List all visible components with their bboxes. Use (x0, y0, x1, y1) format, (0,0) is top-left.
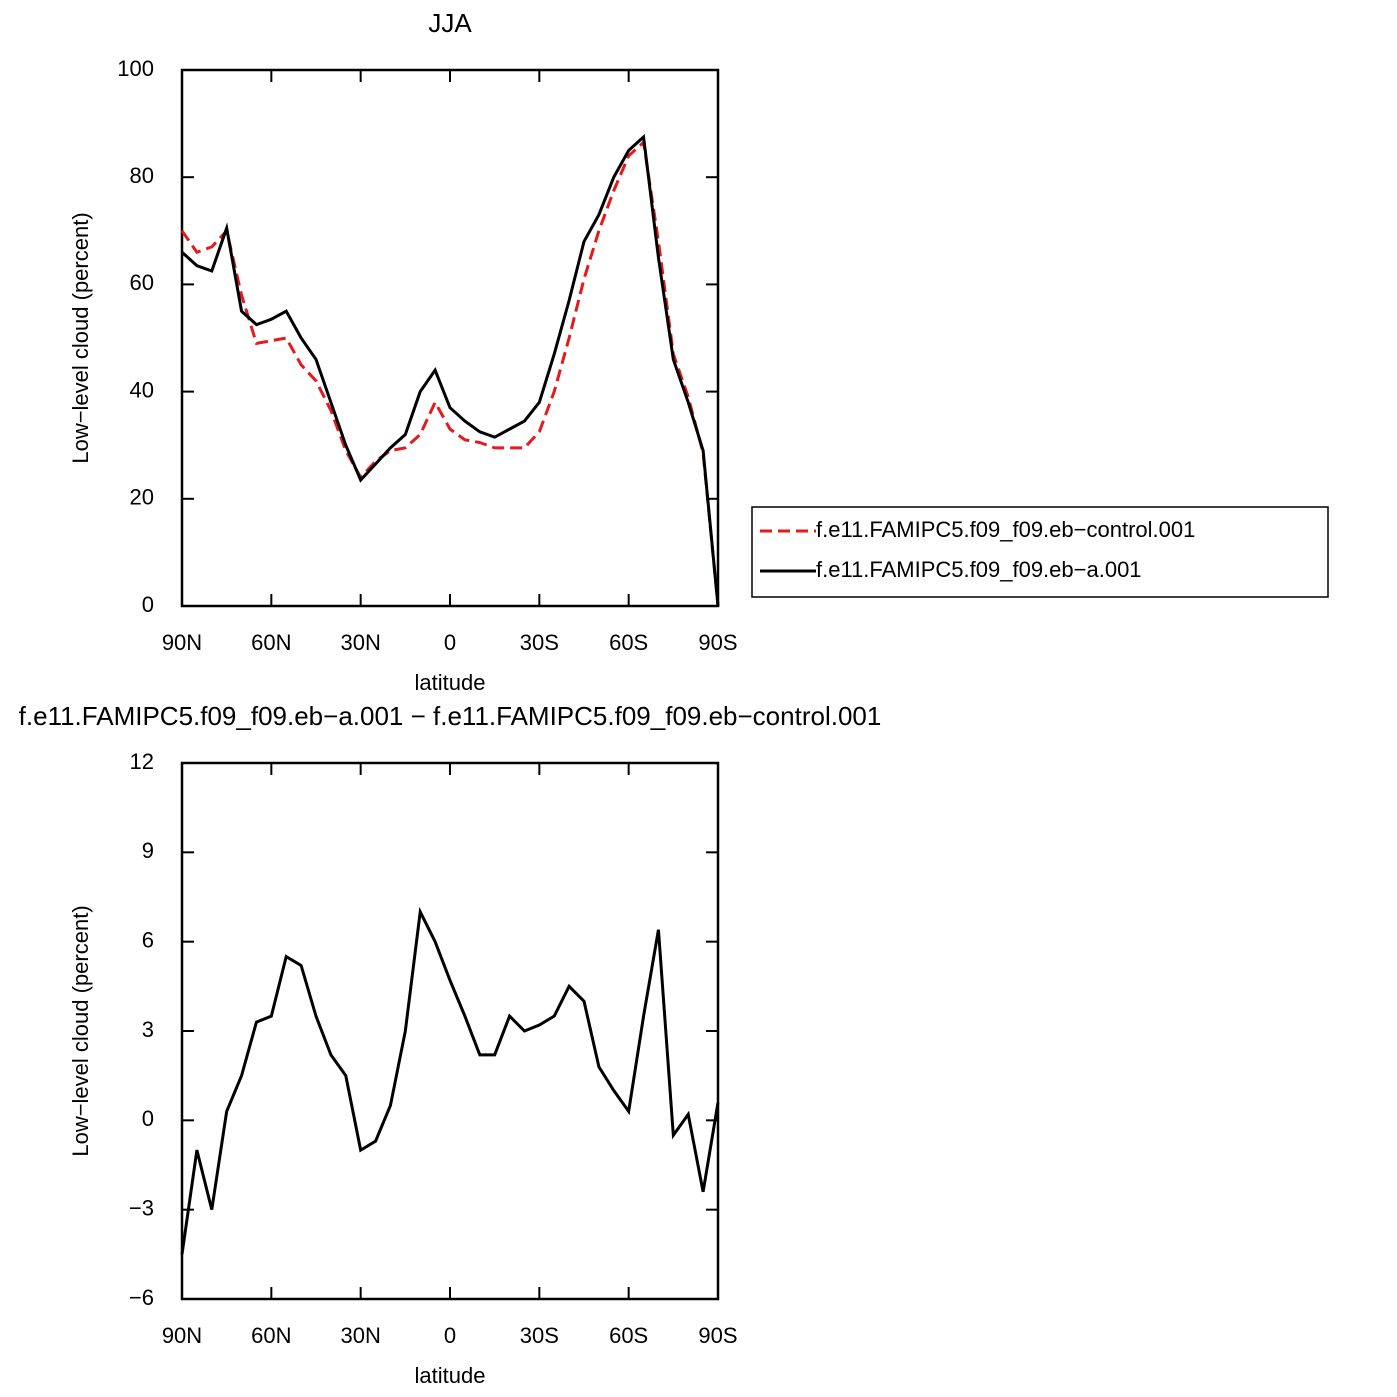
x-tick-label: 60N (251, 1323, 291, 1348)
y-tick-label: −3 (129, 1195, 154, 1220)
x-tick-label: 90N (162, 630, 202, 655)
x-tick-label: 0 (444, 630, 456, 655)
x-tick-label: 30N (340, 1323, 380, 1348)
x-tick-label: 30S (520, 630, 559, 655)
x-tick-label: 30N (340, 630, 380, 655)
y-tick-label: 40 (130, 377, 154, 402)
legend-box (751, 506, 1329, 598)
x-tick-label: 0 (444, 1323, 456, 1348)
data-line (180, 133, 720, 607)
x-tick-label: 60N (251, 630, 291, 655)
x-axis-label: latitude (415, 670, 486, 695)
x-tick-label: 60S (609, 630, 648, 655)
x-tick-label: 90N (162, 1323, 202, 1348)
x-tick-label: 90S (698, 630, 737, 655)
y-tick-label: 20 (130, 485, 154, 510)
x-axis-label: latitude (415, 1363, 486, 1388)
chart-title: f.e11.FAMIPC5.f09_f09.eb−a.001 − f.e11.F… (19, 701, 882, 731)
data-line (180, 906, 720, 1255)
legend-label: f.e11.FAMIPC5.f09_f09.eb−control.001 (816, 517, 1195, 542)
plot-frame (180, 761, 720, 1301)
y-axis-label: Low−level cloud (percent) (68, 905, 93, 1156)
y-tick-label: 80 (130, 163, 154, 188)
y-tick-label: 6 (142, 927, 154, 952)
x-tick-label: 90S (698, 1323, 737, 1348)
chart-title: JJA (428, 8, 472, 38)
y-tick-label: 60 (130, 270, 154, 295)
y-axis-label: Low−level cloud (percent) (68, 212, 93, 463)
y-tick-label: 9 (142, 838, 154, 863)
y-tick-label: 12 (130, 749, 154, 774)
y-tick-label: 100 (117, 56, 154, 81)
legend-label: f.e11.FAMIPC5.f09_f09.eb−a.001 (816, 557, 1142, 582)
y-tick-label: −6 (129, 1285, 154, 1310)
y-tick-label: 3 (142, 1017, 154, 1042)
y-tick-label: 0 (142, 592, 154, 617)
data-line (180, 139, 720, 607)
x-tick-label: 30S (520, 1323, 559, 1348)
y-tick-label: 0 (142, 1106, 154, 1131)
x-tick-label: 60S (609, 1323, 648, 1348)
plot-frame (180, 68, 720, 608)
